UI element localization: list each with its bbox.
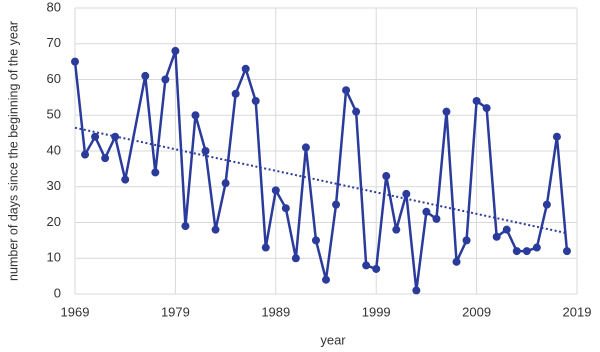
- data-point: [362, 261, 371, 270]
- data-point: [322, 275, 330, 284]
- data-point: [121, 175, 130, 184]
- data-point: [542, 200, 551, 209]
- y-tick-label: 60: [47, 71, 61, 86]
- x-axis-label: year: [320, 332, 346, 347]
- y-tick-label: 20: [47, 214, 61, 229]
- data-point: [301, 143, 310, 152]
- data-point: [201, 147, 210, 155]
- x-tick-label: 1979: [161, 304, 190, 319]
- data-point: [342, 86, 351, 95]
- x-tick-label: 2019: [563, 304, 592, 319]
- y-tick-label: 40: [47, 142, 61, 157]
- y-tick-label: 70: [47, 35, 61, 50]
- data-point: [71, 57, 79, 66]
- data-point: [311, 236, 320, 245]
- data-point: [382, 172, 391, 181]
- data-point: [352, 107, 361, 116]
- data-point: [161, 75, 170, 84]
- data-point: [412, 286, 421, 295]
- y-axis-label: number of days since the beginning of th…: [6, 21, 20, 281]
- data-point: [522, 247, 531, 256]
- data-point: [492, 232, 501, 241]
- data-point: [211, 225, 220, 234]
- data-point: [392, 225, 401, 234]
- data-point: [532, 243, 541, 252]
- data-point: [101, 154, 110, 163]
- x-tick-label: 1989: [261, 304, 290, 319]
- data-point: [281, 204, 290, 213]
- data-point: [482, 104, 491, 113]
- data-point: [171, 46, 180, 55]
- data-point: [562, 247, 571, 256]
- data-point: [512, 247, 521, 256]
- y-tick-label: 50: [47, 107, 61, 122]
- data-point: [552, 132, 561, 141]
- data-point: [81, 150, 90, 159]
- data-line: [73, 49, 569, 292]
- data-point: [221, 179, 230, 188]
- data-point: [432, 214, 441, 223]
- y-tick-label: 30: [47, 178, 61, 193]
- trend-line: [74, 126, 568, 235]
- data-point: [91, 132, 100, 141]
- data-point: [452, 257, 461, 266]
- data-point: [271, 186, 280, 195]
- data-point: [181, 222, 190, 231]
- data-point: [241, 64, 250, 73]
- data-point: [472, 96, 481, 105]
- y-tick-label: 80: [47, 0, 61, 14]
- data-point: [191, 111, 200, 120]
- data-point: [231, 89, 240, 98]
- y-tick-label: 10: [47, 250, 61, 265]
- data-point: [402, 189, 411, 198]
- x-tick-label: 1969: [61, 304, 90, 319]
- data-point: [442, 107, 451, 116]
- data-point: [502, 225, 511, 234]
- data-point: [261, 243, 270, 252]
- x-tick-label: 1999: [362, 304, 391, 319]
- x-tick-label: 2009: [462, 304, 491, 319]
- data-point: [332, 200, 341, 209]
- data-point: [291, 254, 300, 263]
- data-point: [372, 264, 381, 273]
- y-tick-label: 0: [54, 285, 61, 300]
- data-point: [251, 96, 260, 105]
- data-point: [462, 236, 471, 245]
- data-point: [151, 168, 160, 177]
- data-point: [422, 207, 431, 216]
- data-point: [141, 71, 150, 80]
